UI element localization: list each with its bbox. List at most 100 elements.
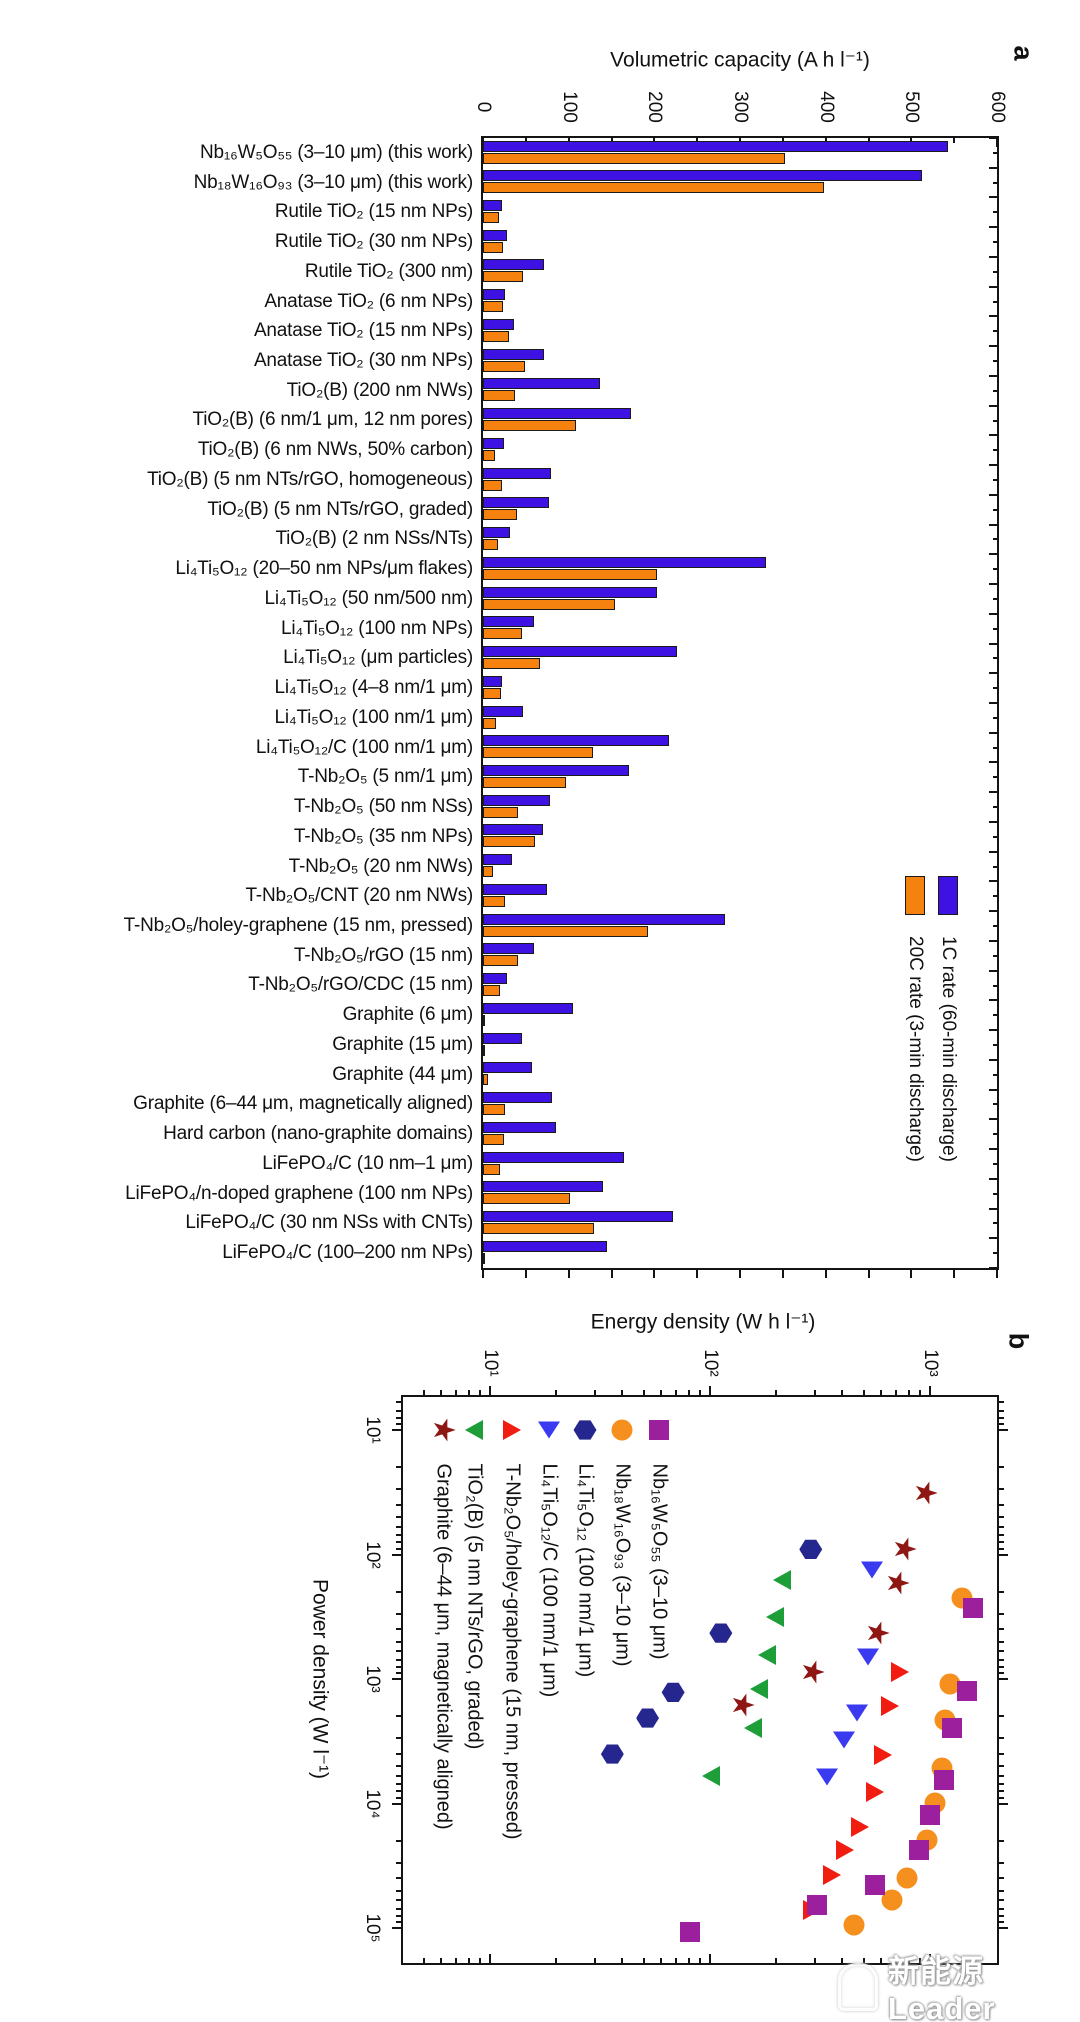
energy-tick bbox=[440, 1958, 443, 1963]
power-tick bbox=[999, 1525, 1004, 1528]
energy-tick bbox=[555, 1390, 558, 1395]
energy-tick bbox=[621, 1958, 624, 1963]
power-tick bbox=[396, 1715, 401, 1718]
energy-tick bbox=[621, 1390, 624, 1395]
bar-label: T-Nb₂O₅ (5 nm/1 μm) bbox=[297, 766, 473, 788]
panel-a-letter: a bbox=[1008, 45, 1039, 61]
power-tick bbox=[999, 1790, 1004, 1793]
bar-1c-rate bbox=[483, 1032, 522, 1044]
bar-20c-rate bbox=[483, 955, 519, 967]
bar-1c-rate bbox=[483, 883, 548, 895]
capacity-tick bbox=[910, 1270, 913, 1278]
hexagon-icon bbox=[661, 1682, 685, 1702]
bar-20c-rate bbox=[483, 895, 506, 907]
power-tick bbox=[396, 1765, 401, 1768]
category-tick bbox=[989, 1207, 997, 1210]
energy-tick bbox=[593, 1958, 596, 1963]
power-tick bbox=[999, 1650, 1004, 1653]
bar-1c-rate bbox=[483, 437, 505, 449]
category-tick-minor bbox=[993, 568, 997, 571]
scatter-point: ★ bbox=[909, 1479, 942, 1506]
bar-label: T-Nb₂O₅ (20 nm NWs) bbox=[288, 855, 474, 877]
energy-tick bbox=[929, 1386, 931, 1395]
category-tick-minor bbox=[993, 449, 997, 452]
energy-tick bbox=[489, 1954, 491, 1963]
power-tick bbox=[999, 1429, 1008, 1431]
bar-1c-rate bbox=[483, 1151, 625, 1163]
category-tick-minor bbox=[993, 1014, 997, 1017]
bar-1c-rate bbox=[483, 616, 534, 628]
category-tick bbox=[989, 583, 997, 586]
legend-marker bbox=[611, 1419, 633, 1441]
capacity-tick bbox=[781, 1270, 784, 1278]
bar-1c-rate bbox=[483, 229, 507, 241]
bar-20c-rate bbox=[483, 152, 786, 164]
square-icon bbox=[942, 1717, 963, 1738]
bar-20c-rate bbox=[483, 420, 576, 432]
legend-label: Nb₁₈W₁₆O₉₃ (3–10 μm) bbox=[611, 1463, 634, 1667]
category-tick bbox=[989, 939, 997, 942]
power-tick bbox=[999, 1423, 1004, 1426]
triangle-right-icon bbox=[881, 1696, 900, 1717]
bar-label: Graphite (15 μm) bbox=[332, 1033, 473, 1055]
power-tick bbox=[999, 1678, 1008, 1680]
capacity-tick bbox=[867, 1270, 870, 1278]
capacity-tick-label: 500 bbox=[901, 91, 923, 123]
scatter-point bbox=[850, 1817, 869, 1838]
category-tick bbox=[989, 196, 997, 199]
category-tick-minor bbox=[993, 597, 997, 600]
triangle-left-icon bbox=[773, 1569, 792, 1590]
bar-label: T-Nb₂O₅/holey-graphene (15 nm, pressed) bbox=[123, 915, 474, 937]
category-tick bbox=[989, 1058, 997, 1061]
power-tick bbox=[396, 1774, 401, 1777]
bar-label: Li₄Ti₅O₁₂/C (100 nm/1 μm) bbox=[255, 736, 473, 758]
category-tick bbox=[989, 464, 997, 467]
category-tick bbox=[989, 702, 997, 704]
bar-1c-rate bbox=[483, 943, 535, 955]
bar-20c-rate bbox=[483, 628, 523, 640]
category-tick-minor bbox=[993, 211, 997, 214]
bar-1c-rate bbox=[483, 467, 551, 479]
category-tick-minor bbox=[993, 241, 997, 244]
energy-tick bbox=[841, 1390, 844, 1395]
energy-tick bbox=[454, 1390, 457, 1395]
scatter-point bbox=[957, 1681, 978, 1702]
capacity-tick bbox=[653, 1270, 656, 1278]
category-tick bbox=[989, 434, 997, 437]
hexagon-icon bbox=[799, 1539, 823, 1559]
triangle-left-icon bbox=[766, 1607, 785, 1628]
energy-tick bbox=[841, 1958, 844, 1963]
category-tick-minor bbox=[993, 419, 997, 422]
triangle-left-icon bbox=[701, 1766, 720, 1787]
bar-1c-rate bbox=[483, 1092, 552, 1104]
energy-tick bbox=[467, 1958, 470, 1963]
power-tick bbox=[396, 1640, 401, 1643]
category-tick-minor bbox=[993, 806, 997, 809]
bar-label: TiO₂(B) (2 nm NSs/NTs) bbox=[275, 528, 473, 550]
energy-tick bbox=[880, 1958, 883, 1963]
category-tick bbox=[989, 642, 997, 645]
bar-20c-rate bbox=[483, 479, 502, 491]
scatter-point bbox=[865, 1782, 884, 1803]
scatter-point bbox=[881, 1696, 900, 1717]
category-tick-minor bbox=[993, 954, 997, 957]
hexagon-icon bbox=[600, 1744, 624, 1764]
category-tick bbox=[989, 850, 997, 853]
panel-a-right-frame bbox=[997, 136, 999, 1270]
legend-marker bbox=[649, 1420, 669, 1440]
scatter-point bbox=[744, 1718, 763, 1739]
triangle-right-icon bbox=[822, 1865, 841, 1886]
bar-20c-rate bbox=[483, 1163, 501, 1175]
category-tick bbox=[989, 523, 997, 526]
bar-label: Nb₁₆W₅O₅₅ (3–10 μm) (this work) bbox=[200, 141, 473, 163]
category-tick-minor bbox=[993, 865, 997, 868]
energy-tick bbox=[775, 1958, 778, 1963]
energy-tick bbox=[660, 1390, 663, 1395]
bar-20c-rate bbox=[483, 747, 593, 759]
legend-marker bbox=[503, 1420, 521, 1440]
bar-1c-rate bbox=[483, 1121, 556, 1133]
bar-20c-rate bbox=[483, 776, 567, 788]
circle-icon bbox=[896, 1867, 918, 1889]
scatter-point bbox=[600, 1744, 624, 1764]
power-tick bbox=[999, 1752, 1004, 1755]
